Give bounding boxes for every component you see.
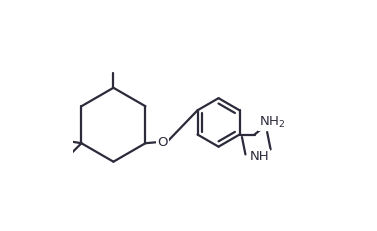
Text: NH$_2$: NH$_2$: [259, 115, 285, 130]
Text: O: O: [158, 136, 168, 149]
Text: NH: NH: [249, 150, 269, 164]
